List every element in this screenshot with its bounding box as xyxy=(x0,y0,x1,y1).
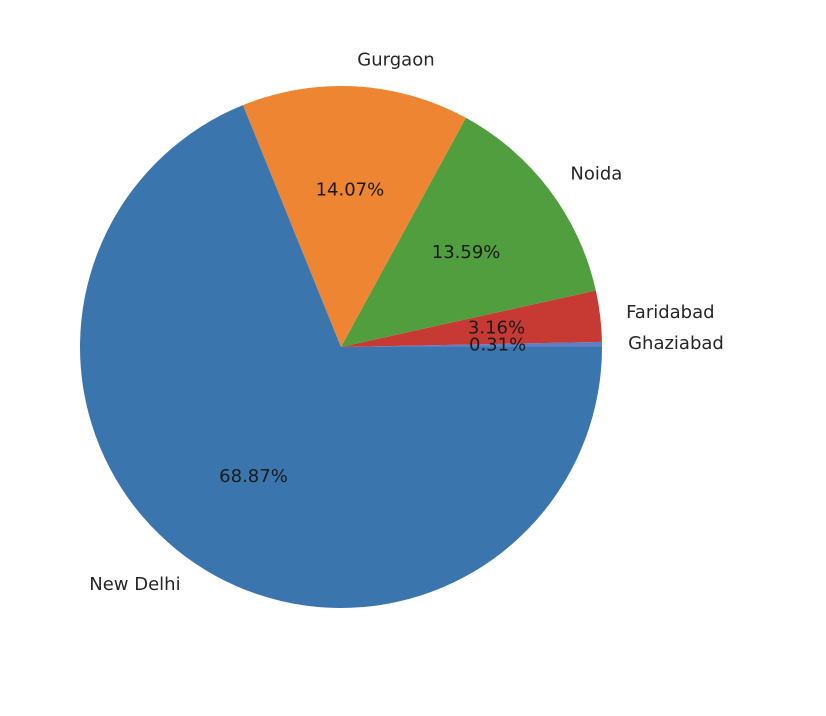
pie-slices xyxy=(79,85,603,608)
category-label-gurgaon: Gurgaon xyxy=(357,49,434,70)
category-label-faridabad: Faridabad xyxy=(626,302,714,323)
percent-labels: 0.31%3.16% 13.59% 14.07% 68.87% xyxy=(219,180,526,487)
category-label-noida: Noida xyxy=(570,163,622,184)
category-label-ghaziabad: Ghaziabad xyxy=(628,333,724,354)
percent-label-faridabad: 3.16% xyxy=(468,317,525,338)
category-labels: Ghaziabad Faridabad Noida Gurgaon New Delhi xyxy=(89,49,724,595)
percent-label-new-delhi: 68.87% xyxy=(219,466,288,487)
pie-slice-ghaziabad xyxy=(341,341,602,347)
pie-slice-new-delhi xyxy=(79,105,603,608)
category-label-new-delhi: New Delhi xyxy=(89,574,180,595)
percent-label-gurgaon: 14.07% xyxy=(316,180,385,201)
percent-label-ghaziabad: 0.31% xyxy=(469,335,526,356)
percent-label-noida: 13.59% xyxy=(432,242,501,263)
pie-slice-gurgaon xyxy=(242,85,466,347)
pie-slice-noida xyxy=(341,117,596,347)
pie-slice-faridabad xyxy=(341,290,602,347)
